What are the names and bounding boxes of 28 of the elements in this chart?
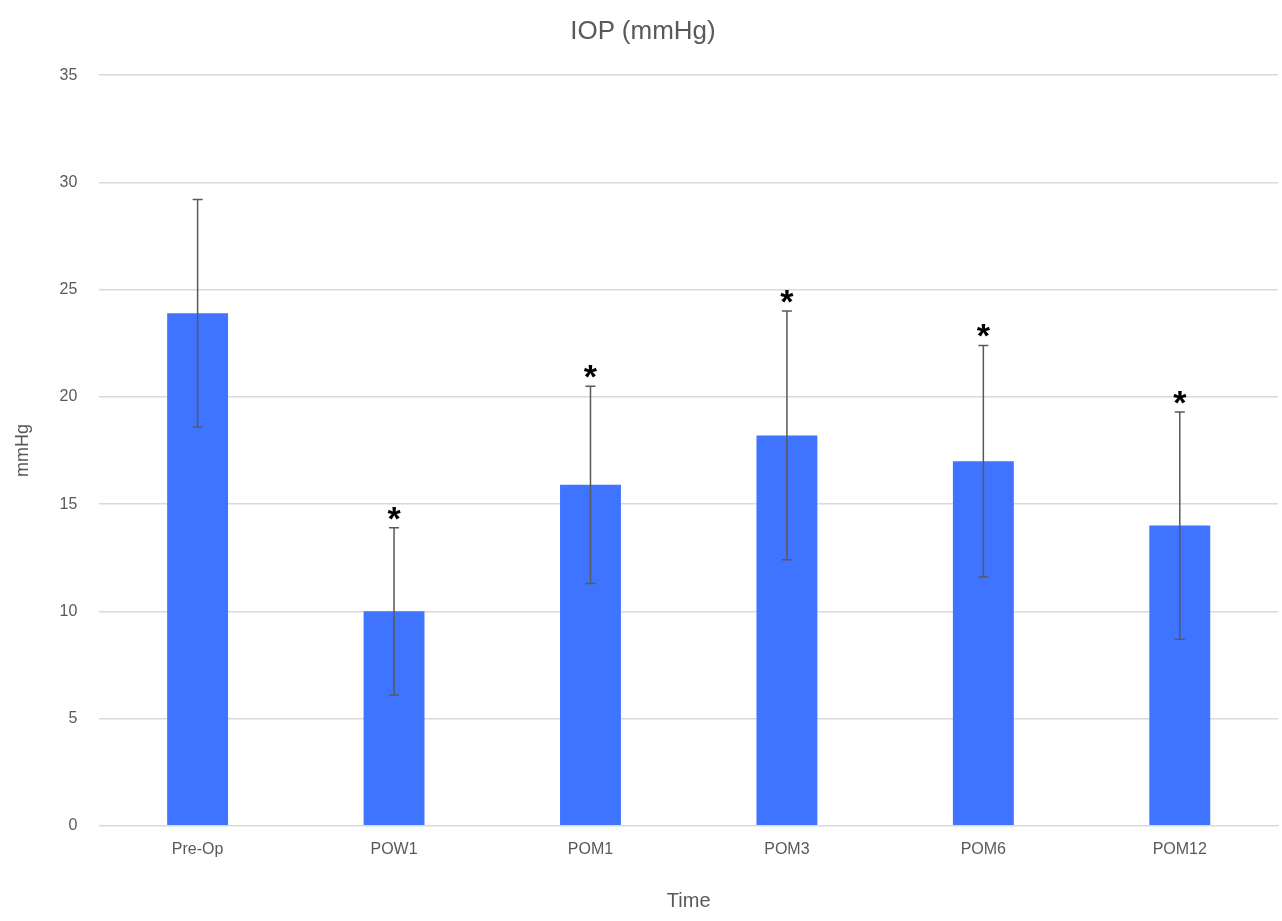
x-axis-title: Time <box>666 888 711 911</box>
bar <box>952 461 1014 826</box>
y-tick-label: 5 <box>68 708 78 726</box>
bar <box>1149 525 1211 826</box>
annotation: * <box>1173 382 1188 421</box>
y-tick-label: 35 <box>59 65 78 83</box>
y-tick-label: 30 <box>59 172 78 190</box>
bar <box>560 484 621 826</box>
bar <box>363 611 425 826</box>
bar <box>167 313 229 826</box>
y-tick-label: 0 <box>68 816 78 834</box>
annotation: * <box>976 316 991 355</box>
x-tick-label: POM12 <box>1152 839 1207 857</box>
x-tick-label: POM3 <box>764 839 810 857</box>
y-tick-label: 15 <box>59 494 78 512</box>
annotation: * <box>387 498 402 537</box>
annotation: * <box>780 282 795 321</box>
y-tick-label: 25 <box>59 280 78 298</box>
x-tick-label: POM1 <box>567 839 614 857</box>
x-tick-label: POM6 <box>960 839 1007 857</box>
bar <box>756 435 818 826</box>
chart-title: IOP (mmHg) <box>570 14 716 45</box>
y-tick-label: 20 <box>59 387 78 405</box>
x-tick-label: Pre-Op <box>171 839 224 857</box>
y-tick-label: 10 <box>59 601 78 619</box>
x-tick-label: POW1 <box>370 839 418 857</box>
y-axis-title: mmHg <box>11 424 32 477</box>
annotation: * <box>583 357 598 396</box>
